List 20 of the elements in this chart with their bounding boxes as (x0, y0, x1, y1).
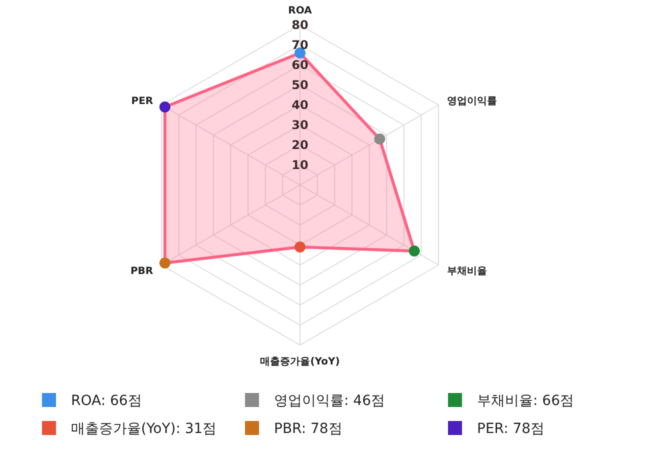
y-tick-label: 50 (292, 78, 308, 92)
legend-item: PBR: 78점 (245, 421, 342, 437)
y-tick-label: 60 (292, 58, 308, 72)
y-tick-label: 80 (292, 18, 308, 32)
legend-item: 영업이익률: 46점 (245, 393, 385, 409)
y-tick-label: 30 (292, 118, 308, 132)
spoke-label: PER (131, 96, 154, 108)
y-tick-label: 10 (292, 158, 308, 172)
y-tick-label: 20 (292, 138, 308, 152)
spoke-label: ROA (288, 5, 312, 16)
y-tick-label: 70 (292, 38, 308, 52)
legend-item: 부채비율: 66점 (448, 393, 574, 409)
spoke-label: 영업이익률 (446, 96, 497, 108)
legend-item: PER: 78점 (448, 421, 545, 437)
spoke-label: 매출증가율(YoY) (260, 356, 340, 368)
spoke-label: PBR (130, 266, 154, 277)
legend-item: 매출증가율(YoY): 31점 (42, 421, 217, 437)
legend-item: ROA: 66점 (42, 393, 142, 409)
y-tick-label: 40 (292, 98, 308, 112)
spoke-label: 부채비율 (446, 266, 487, 277)
